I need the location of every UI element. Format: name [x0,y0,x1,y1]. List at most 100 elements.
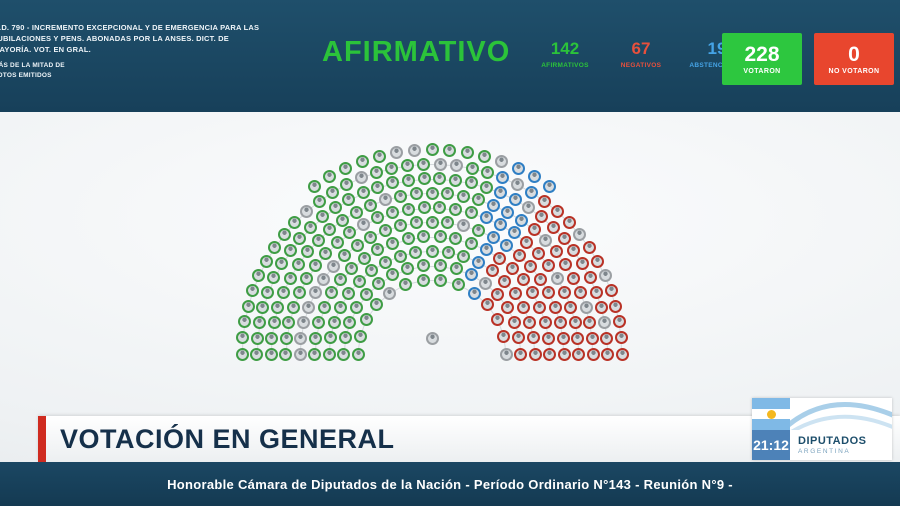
seat [499,347,513,361]
seat [246,284,260,298]
seat [265,331,279,345]
seat [323,223,337,237]
seat [416,274,430,288]
seat [479,180,493,194]
seat [409,187,423,201]
seat [425,143,439,156]
counter-afirmativos: 142 AFIRMATIVOS [532,40,598,70]
seat [494,218,508,232]
seat [464,268,478,282]
seat [292,285,306,299]
footer-ticker: Honorable Cámara de Diputados de la Naci… [0,462,900,506]
seat [308,286,322,300]
seat [490,287,504,301]
seat [378,255,392,269]
seat [583,271,597,285]
seat [323,331,337,345]
seat [451,278,465,292]
seat [604,284,618,298]
afirmativos-label: AFIRMATIVOS [541,62,589,69]
seat [338,331,352,345]
seat [433,172,447,186]
seat [568,316,582,329]
seat [345,261,359,275]
hemicycle [212,130,652,370]
seat [407,143,421,157]
seat [600,331,614,345]
seat [288,216,302,230]
seat [480,298,494,312]
votaron-label: VOTARON [743,67,781,75]
seat [557,347,571,361]
seat [449,173,463,187]
seat [425,186,439,200]
bill-line: JUBILACIONES Y PENS. ABONADAS POR LA ANS… [0,34,229,43]
seat [559,258,573,272]
seat [356,218,370,232]
counter-abstenciones: 19 ABSTENCIONES [684,39,750,70]
seat [434,274,448,288]
seat [386,206,400,220]
seat [472,224,486,238]
seat [572,347,585,361]
seat [541,331,555,345]
seat [301,245,315,259]
title-accent-bar [38,416,46,462]
seat [350,238,364,252]
seat [274,257,288,271]
seat [511,177,525,191]
seat [425,331,439,345]
vote-counters: 142 AFIRMATIVOS 67 NEGATIVOS 19 ABSTENCI… [532,39,750,70]
seat [494,186,508,200]
bill-line: MAYORÍA. VOT. EN GRAL. [0,45,91,54]
bill-line: MÁS DE LA MITAD DE [0,62,65,69]
seat [319,246,333,260]
seat [386,176,400,190]
seat [401,173,415,187]
seat [351,347,365,361]
seat [500,238,514,252]
seat [401,159,415,173]
footer-text: Honorable Cámara de Diputados de la Naci… [167,476,733,492]
seat [527,223,541,237]
seat [279,347,292,361]
brand-line-1: DIPUTADOS [798,435,867,447]
seat [472,255,486,269]
seat [425,244,439,258]
seat [549,245,563,259]
seat [417,172,431,186]
seat [378,224,392,238]
seat [297,315,311,329]
seat [235,347,249,361]
seat [501,205,515,219]
seat [356,186,370,200]
seat [479,243,493,257]
seat [389,146,403,160]
seat [533,300,547,314]
seat [294,331,308,345]
brand-text: DIPUTADOS ARGENTINA [790,430,892,460]
seat [433,230,447,244]
seat [542,258,556,272]
seat [337,347,350,361]
seat [464,206,478,220]
seat [293,232,307,246]
seat [312,194,326,208]
seat [236,331,250,345]
seat [252,269,266,283]
seat [556,331,570,345]
bill-line: VOTOS EMITIDOS [0,72,52,79]
seat [538,194,552,208]
seat [534,210,548,224]
seat [531,246,545,260]
abstenciones-count: 19 [707,39,727,58]
results-header-bar: O.D. 790 - INCREMENTO EXCEPCIONAL Y DE E… [0,0,900,112]
seat [371,243,385,257]
seat [326,259,340,273]
seat [354,171,368,185]
seat [612,315,626,329]
seat [567,244,581,258]
seat [299,271,313,285]
seat [542,286,556,300]
